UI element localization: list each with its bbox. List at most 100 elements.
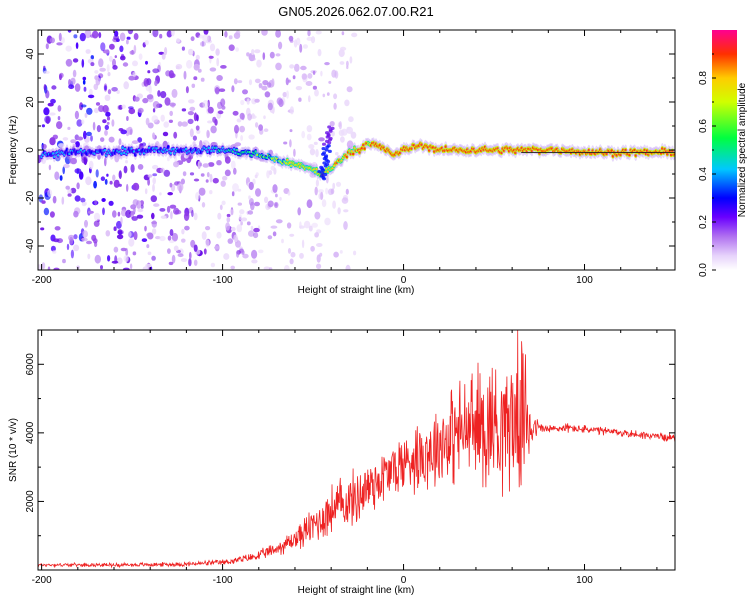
heatmap-cell xyxy=(209,190,213,195)
heatmap-cell xyxy=(74,168,82,174)
colorbar: 0.0 0.2 0.4 0.6 0.8 Normalized spectral ampl… xyxy=(698,30,748,277)
heatmap-cell xyxy=(189,106,196,112)
heatmap-cell xyxy=(289,64,295,69)
heatmap-cell xyxy=(43,207,50,216)
heatmap-cell xyxy=(198,187,206,196)
bottom-y-tick-label: 2000 xyxy=(25,490,36,513)
heatmap-cell xyxy=(57,105,62,112)
heatmap-cell xyxy=(300,65,307,71)
bottom-y-tick-label: 6000 xyxy=(25,353,36,376)
heatmap-cell xyxy=(202,34,209,43)
heatmap-cell xyxy=(98,58,104,68)
heatmap-cell xyxy=(324,154,329,158)
heatmap-cell xyxy=(104,178,108,185)
heatmap-cell xyxy=(113,226,117,231)
heatmap-cell xyxy=(325,187,329,195)
heatmap-cell xyxy=(173,131,178,139)
heatmap-cell xyxy=(112,210,117,218)
heatmap-cell xyxy=(231,191,235,197)
heatmap-cell xyxy=(339,61,345,65)
heatmap-cell xyxy=(233,234,239,243)
heatmap-cell xyxy=(297,207,302,216)
heatmap-cell xyxy=(208,55,214,59)
heatmap-cell xyxy=(122,151,126,155)
heatmap-cell xyxy=(132,182,140,191)
heatmap-cell xyxy=(147,232,154,240)
heatmap-cell xyxy=(65,148,69,152)
heatmap-cell xyxy=(163,169,171,177)
heatmap-cell xyxy=(267,102,273,111)
heatmap-cell xyxy=(220,98,226,107)
heatmap-cell xyxy=(157,90,161,97)
heatmap-cell xyxy=(123,81,129,90)
heatmap-cell xyxy=(233,78,238,85)
heatmap-cell xyxy=(120,247,127,252)
heatmap-cell xyxy=(358,151,361,154)
heatmap-cell xyxy=(133,33,139,40)
heatmap-cell xyxy=(183,70,187,80)
heatmap-cell xyxy=(322,142,326,146)
heatmap-cell xyxy=(102,49,110,54)
heatmap-cell xyxy=(634,154,637,157)
heatmap-cell xyxy=(84,112,88,118)
heatmap-cell xyxy=(94,70,99,74)
heatmap-cell xyxy=(348,116,354,123)
heatmap-cell xyxy=(100,265,103,270)
heatmap-cell xyxy=(170,211,173,220)
heatmap-cell xyxy=(289,233,295,237)
heatmap-cell xyxy=(420,143,423,146)
heatmap-cell xyxy=(226,216,231,223)
heatmap-cell xyxy=(104,124,110,130)
heatmap-cell xyxy=(153,203,160,207)
heatmap-cell xyxy=(217,212,222,220)
heatmap-cell xyxy=(56,121,63,130)
heatmap-cell xyxy=(112,65,118,70)
bottom-panel: -200 -100 0 100 2000 4000 6000 Height of stra… xyxy=(8,329,676,596)
heatmap-cell xyxy=(129,50,136,55)
heatmap-cell xyxy=(325,175,329,184)
heatmap-cell xyxy=(587,148,591,152)
heatmap-cell xyxy=(66,243,70,251)
heatmap-cell xyxy=(307,73,313,79)
heatmap-cell xyxy=(62,258,66,264)
heatmap-cell xyxy=(128,108,136,115)
heatmap-cell xyxy=(220,180,226,187)
heatmap-cell xyxy=(190,239,196,248)
heatmap-cell xyxy=(137,137,143,143)
heatmap-cell xyxy=(334,70,339,79)
heatmap-cell xyxy=(346,86,353,93)
heatmap-cell xyxy=(74,83,81,92)
heatmap-layer xyxy=(38,30,675,270)
heatmap-cell xyxy=(345,155,349,159)
heatmap-cell xyxy=(146,244,150,249)
heatmap-cell xyxy=(152,101,160,109)
heatmap-cell xyxy=(333,251,339,258)
heatmap-cell xyxy=(146,94,154,100)
heatmap-cell xyxy=(345,264,351,270)
heatmap-cell xyxy=(41,262,46,270)
heatmap-cell xyxy=(167,156,170,162)
heatmap-cell xyxy=(296,37,301,46)
bottom-x-axis: -200 -100 0 100 xyxy=(32,330,658,586)
heatmap-cell xyxy=(326,144,331,148)
heatmap-cell xyxy=(353,250,357,256)
heatmap-cell xyxy=(67,188,72,196)
heatmap-cell xyxy=(287,248,292,254)
heatmap-cell xyxy=(282,91,287,98)
heatmap-cell xyxy=(73,244,80,252)
heatmap-cell xyxy=(87,94,95,99)
heatmap-cell xyxy=(90,55,95,60)
heatmap-cell xyxy=(171,232,178,242)
heatmap-cell xyxy=(255,122,259,128)
heatmap-cell xyxy=(104,94,111,102)
heatmap-cell xyxy=(326,92,330,96)
heatmap-cell xyxy=(152,30,159,38)
heatmap-cell xyxy=(85,49,91,54)
heatmap-cell xyxy=(317,48,322,57)
heatmap-cell xyxy=(173,207,180,215)
heatmap-cell xyxy=(181,121,188,127)
heatmap-cell xyxy=(240,99,245,106)
heatmap-cell xyxy=(203,248,207,255)
heatmap-cell xyxy=(237,80,243,84)
heatmap-cell xyxy=(111,119,115,127)
